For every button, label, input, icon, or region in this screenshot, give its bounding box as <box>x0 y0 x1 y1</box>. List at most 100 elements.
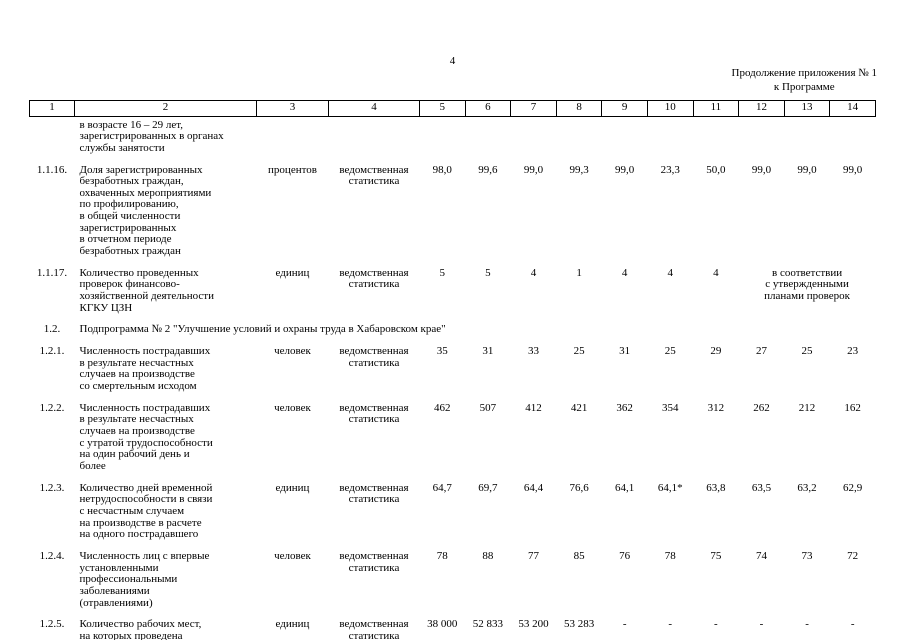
value-cell: 98,0 <box>432 163 452 176</box>
value-cell: 78 <box>436 549 448 562</box>
value-cell: 421 <box>570 401 588 414</box>
value-cell: 33 <box>527 345 539 358</box>
value-cell: 99,3 <box>569 163 589 176</box>
table-header: 1 2 3 4 5 6 7 8 9 10 11 12 13 14 <box>29 100 876 117</box>
table-body: в возрасте 16 – 29 лет, зарегистрированн… <box>30 116 876 640</box>
value-cell: 64,1* <box>657 481 683 494</box>
column-number-header: 10 <box>646 100 694 117</box>
table-header-row: 1 2 3 4 5 6 7 8 9 10 11 12 13 14 <box>29 100 876 117</box>
value-cell: 63,8 <box>706 481 726 494</box>
value-cell: - <box>850 618 855 631</box>
value-cell: 99,0 <box>523 163 544 176</box>
value-cell: 507 <box>479 401 497 414</box>
unit-cell: процентов <box>268 163 317 176</box>
source-cell: ведомственная статистика <box>339 345 409 369</box>
value-cell: - <box>668 618 673 631</box>
value-cell: 69,7 <box>478 481 498 494</box>
value-cell <box>556 116 602 161</box>
column-number-header: 2 <box>74 100 257 117</box>
value-cell: 23 <box>847 345 859 358</box>
column-number-header: 6 <box>464 100 512 117</box>
value-cell: 99,0 <box>615 163 635 176</box>
value-cell: 4 <box>713 266 719 279</box>
unit-cell: человек <box>274 345 311 358</box>
indicator-name: Численность пострадавших в результате не… <box>79 401 213 472</box>
column-number-header: 14 <box>829 100 876 117</box>
value-cell: 4 <box>621 266 628 279</box>
indicator-name: Количество дней временной нетрудоспособн… <box>79 481 213 541</box>
value-cell: 99,0 <box>797 163 817 176</box>
table-row: 1.1.16. Доля зарегистрированных безработн… <box>30 162 876 265</box>
value-cell: 212 <box>798 401 816 414</box>
value-cell: - <box>759 618 764 631</box>
indicator-name: Численность лиц с впервые установленными… <box>79 549 210 609</box>
indicator-name: Доля зарегистрированных безработных граж… <box>79 163 212 258</box>
value-cell: 78 <box>664 549 676 562</box>
value-cell: 63,2 <box>797 481 817 494</box>
value-cell: 50,0 <box>706 163 726 176</box>
value-cell: 99,6 <box>478 163 498 176</box>
value-cell <box>739 116 785 161</box>
value-cell: 25 <box>664 345 676 358</box>
value-cell: 64,4 <box>523 481 544 494</box>
value-cell: - <box>622 618 627 631</box>
value-cell <box>784 116 830 161</box>
value-cell <box>465 116 511 161</box>
value-cell <box>830 116 876 161</box>
source-cell: ведомственная статистика <box>339 401 409 426</box>
unit-cell <box>257 116 329 161</box>
row-number: 1.1.17. <box>36 266 68 279</box>
indicator-name: Численность пострадавших в результате не… <box>79 345 211 393</box>
value-cell: 99,0 <box>843 163 863 176</box>
appendix-continuation-line2: к Программе <box>773 80 835 93</box>
row-number: 1.1.16. <box>36 163 68 176</box>
indicator-name: Количество проведенных проверок финансов… <box>79 266 214 314</box>
value-cell <box>693 116 739 161</box>
source-cell: ведомственная статистика <box>339 618 409 640</box>
value-cell: 76 <box>619 549 631 562</box>
indicator-name: Количество рабочих мест, на которых пров… <box>79 618 202 640</box>
row-number: 1.2.3. <box>39 481 65 494</box>
source-cell <box>329 116 420 161</box>
row-number: 1.2.1. <box>39 345 65 358</box>
value-cell: 52 833 <box>472 618 504 631</box>
value-cell: 412 <box>525 401 542 414</box>
value-cell: 85 <box>573 549 585 562</box>
value-cell: 5 <box>485 266 491 279</box>
value-cell: 4 <box>667 266 674 279</box>
value-cell: 64,1 <box>615 481 635 494</box>
row-number: 1.2.5. <box>39 618 65 631</box>
table-row: 1.2.5. Количество рабочих мест, на которы… <box>30 616 876 640</box>
value-cell: 75 <box>710 549 722 562</box>
note-cell: в соответствии с утвержденными планами п… <box>764 266 851 303</box>
value-cell: 88 <box>482 549 494 562</box>
table-row: 1.1.17. Количество проведенных проверок ф… <box>30 265 876 322</box>
column-number-header: 8 <box>555 100 603 117</box>
value-cell: 262 <box>753 401 770 414</box>
column-number-header: 7 <box>510 100 557 117</box>
value-cell <box>511 116 557 161</box>
unit-cell: человек <box>274 401 311 414</box>
unit-cell: единиц <box>275 266 310 279</box>
row-number: 1.2.2. <box>39 401 65 414</box>
value-cell: 23,3 <box>660 163 680 176</box>
value-cell: 362 <box>616 401 633 414</box>
source-cell: ведомственная статистика <box>339 549 409 574</box>
table-row: 1.2.4. Численность лиц с впервые установл… <box>30 548 876 616</box>
value-cell: 38 000 <box>427 618 458 631</box>
source-cell: ведомственная статистика <box>339 481 409 506</box>
appendix-continuation: Продолжение приложения № 1 к Программе <box>732 67 877 95</box>
value-cell: 53 283 <box>563 618 595 631</box>
value-cell: 312 <box>707 401 725 414</box>
column-number-header: 13 <box>783 100 831 117</box>
value-cell: 77 <box>527 549 539 562</box>
value-cell: 29 <box>710 345 722 358</box>
value-cell: 99,0 <box>751 163 772 176</box>
value-cell: 5 <box>439 266 446 279</box>
value-cell: 354 <box>662 401 679 414</box>
indicators-table: 1 2 3 4 5 6 7 8 9 10 11 12 13 14 в возрасте 16 – 29 л… <box>29 100 876 640</box>
table-row: 1.2. Подпрограмма № 2 "Улучшение условий … <box>30 321 876 343</box>
row-number <box>30 116 75 161</box>
value-cell: 25 <box>573 345 585 358</box>
value-cell: 53 200 <box>518 618 549 631</box>
